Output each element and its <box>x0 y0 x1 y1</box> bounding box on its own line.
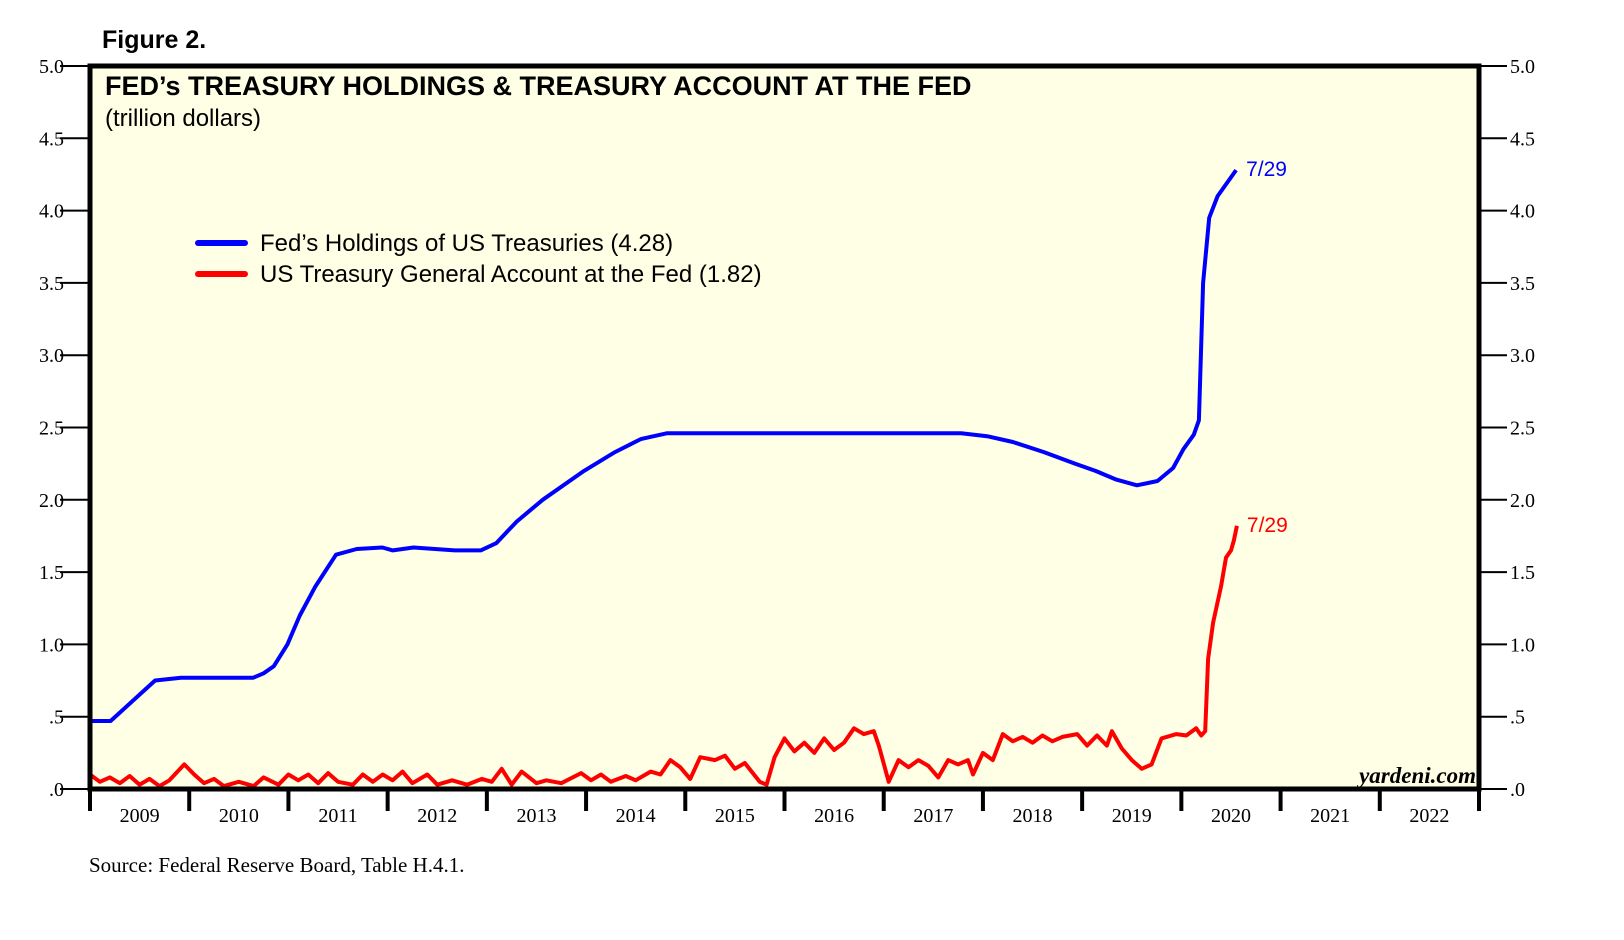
series-line-0 <box>90 168 1238 723</box>
x-tick-label: 2014 <box>616 805 656 827</box>
y-tick-label-left: .0 <box>49 779 64 801</box>
series-line-1 <box>88 525 1239 789</box>
y-tick-label-right: 3.0 <box>1510 345 1535 367</box>
y-axes: .0 .0 .5 .5 1.0 1.0 1.5 1.5 2.0 2.0 2.5 2.5 3.0 3.0 3.… <box>39 56 1535 801</box>
x-tick-label: 2018 <box>1013 805 1053 827</box>
x-tick-label: 2009 <box>120 805 160 827</box>
y-tick-label-right: 5.0 <box>1510 56 1535 78</box>
y-tick-label-left: 4.0 <box>39 201 64 223</box>
y-tick-label-left: 3.0 <box>39 345 64 367</box>
watermark: yardeni.com <box>1356 763 1476 788</box>
y-tick-label-left: 3.5 <box>39 273 64 295</box>
x-tick-label: 2013 <box>516 805 556 827</box>
source-note: Source: Federal Reserve Board, Table H.4… <box>89 853 464 877</box>
legend-label-1: US Treasury General Account at the Fed (… <box>260 261 762 288</box>
chart-title: FED’s TREASURY HOLDINGS & TREASURY ACCOU… <box>105 71 972 101</box>
y-tick-label-left: 1.0 <box>39 634 64 656</box>
y-tick-label-left: 1.5 <box>39 562 64 584</box>
series-lines: 7/29 7/29 <box>88 158 1288 789</box>
y-tick-label-right: .5 <box>1510 707 1525 729</box>
y-tick-label-right: 4.5 <box>1510 128 1535 150</box>
y-tick-label-left: 2.5 <box>39 418 64 440</box>
x-tick-label: 2015 <box>715 805 755 827</box>
y-tick-label-right: 3.5 <box>1510 273 1535 295</box>
chart-subtitle: (trillion dollars) <box>105 105 261 132</box>
legend: Fed’s Holdings of US Treasuries (4.28) US… <box>195 230 762 288</box>
y-tick-label-left: 5.0 <box>39 56 64 78</box>
figure-label: Figure 2. <box>102 26 206 54</box>
y-tick-label-right: 1.5 <box>1510 562 1535 584</box>
y-tick-label-right: .0 <box>1510 779 1525 801</box>
y-tick-label-right: 4.0 <box>1510 201 1535 223</box>
x-tick-label: 2011 <box>318 805 357 827</box>
plot-area <box>90 66 1479 789</box>
y-tick-label-left: 2.0 <box>39 490 64 512</box>
legend-label-0: Fed’s Holdings of US Treasuries (4.28) <box>260 230 673 257</box>
x-tick-label: 2010 <box>219 805 259 827</box>
x-axis: 2009 2010 2011 2012 2013 2014 2015 2016 2017 2018… <box>88 789 1481 827</box>
y-tick-label-left: .5 <box>49 707 64 729</box>
x-tick-label: 2019 <box>1112 805 1152 827</box>
y-tick-label-right: 1.0 <box>1510 634 1535 656</box>
x-tick-label: 2021 <box>1310 805 1350 827</box>
x-tick-label: 2020 <box>1211 805 1251 827</box>
x-tick-label: 2012 <box>417 805 457 827</box>
y-tick-label-left: 4.5 <box>39 128 64 150</box>
end-label-0: 7/29 <box>1246 158 1287 181</box>
x-tick-label: 2017 <box>913 805 953 827</box>
end-label-1: 7/29 <box>1247 514 1288 537</box>
y-tick-label-right: 2.5 <box>1510 418 1535 440</box>
y-tick-label-right: 2.0 <box>1510 490 1535 512</box>
x-tick-label: 2022 <box>1409 805 1449 827</box>
x-tick-label: 2016 <box>814 805 854 827</box>
